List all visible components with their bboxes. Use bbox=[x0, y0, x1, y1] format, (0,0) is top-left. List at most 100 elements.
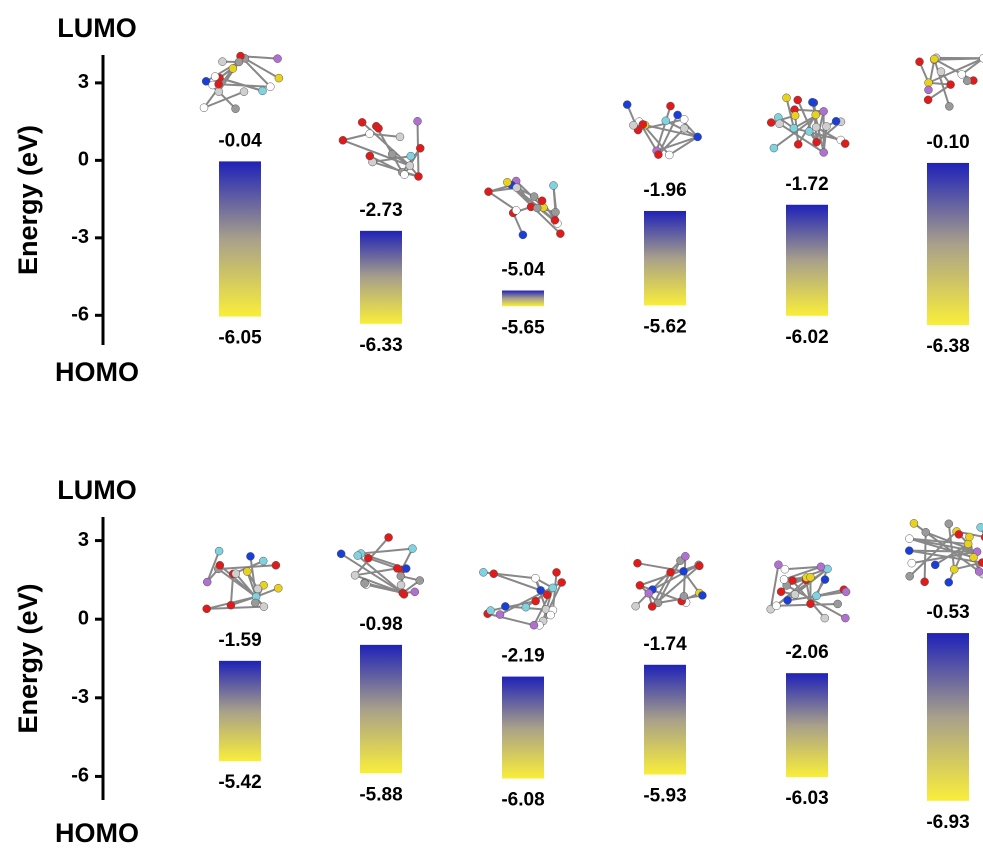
atom bbox=[922, 528, 930, 536]
homo-value-label: -6.08 bbox=[501, 790, 544, 811]
atom bbox=[407, 152, 415, 160]
atom bbox=[553, 568, 561, 576]
atom bbox=[479, 568, 487, 576]
bond bbox=[934, 58, 983, 59]
atom bbox=[215, 88, 223, 96]
atom bbox=[487, 607, 495, 615]
gap-bar bbox=[644, 665, 686, 775]
homo-label: HOMO bbox=[55, 357, 139, 387]
atom bbox=[549, 584, 557, 592]
molecule bbox=[484, 177, 564, 239]
y-tick-label: -3 bbox=[71, 686, 89, 708]
atom bbox=[503, 178, 511, 186]
atom bbox=[806, 573, 814, 581]
atom bbox=[648, 603, 656, 611]
gap-bar bbox=[219, 661, 261, 761]
atom bbox=[790, 124, 798, 132]
atom bbox=[259, 557, 267, 565]
bond bbox=[795, 110, 824, 112]
bond bbox=[219, 84, 271, 87]
molecule bbox=[623, 101, 701, 159]
lumo-label: LUMO bbox=[57, 475, 136, 505]
atom bbox=[629, 121, 637, 129]
gap-bar bbox=[360, 231, 402, 324]
gap-bar bbox=[644, 211, 686, 306]
atom bbox=[925, 79, 933, 87]
atom bbox=[937, 68, 945, 76]
atom bbox=[945, 520, 953, 528]
atom bbox=[813, 592, 821, 600]
y-axis-label: Energy (eV) bbox=[13, 583, 43, 733]
atom bbox=[351, 571, 359, 579]
atom bbox=[532, 597, 540, 605]
y-tick-label: 3 bbox=[78, 529, 89, 551]
atom bbox=[777, 588, 785, 596]
atom bbox=[551, 216, 559, 224]
y-tick-label: -3 bbox=[71, 226, 89, 248]
atom bbox=[408, 545, 416, 553]
atom bbox=[780, 575, 788, 583]
atom bbox=[820, 107, 828, 115]
atom bbox=[694, 133, 702, 141]
atom bbox=[813, 138, 821, 146]
atom bbox=[519, 231, 527, 239]
atom bbox=[632, 602, 640, 610]
atom bbox=[910, 519, 918, 527]
homo-value-label: -5.42 bbox=[218, 772, 261, 793]
atom bbox=[240, 88, 248, 96]
atom bbox=[970, 553, 978, 561]
atom bbox=[414, 117, 422, 125]
atom bbox=[254, 585, 262, 593]
atom bbox=[680, 115, 688, 123]
atom bbox=[772, 602, 780, 610]
atom bbox=[639, 120, 647, 128]
gap-bar bbox=[360, 645, 402, 773]
atom bbox=[665, 151, 673, 159]
atom bbox=[791, 590, 799, 598]
atom bbox=[794, 96, 802, 104]
atom bbox=[266, 83, 274, 91]
homo-value-label: -6.03 bbox=[785, 788, 828, 809]
atom bbox=[416, 144, 424, 152]
chart: 30-3-6LUMOHOMOEnergy (eV)-0.04-6.05-2.73… bbox=[0, 0, 983, 849]
atom bbox=[232, 105, 240, 113]
atom bbox=[698, 591, 706, 599]
gap-bar bbox=[219, 161, 261, 316]
atom bbox=[538, 197, 546, 205]
atom bbox=[947, 81, 955, 89]
atom bbox=[776, 120, 784, 128]
atom bbox=[781, 565, 789, 573]
atom bbox=[496, 611, 504, 619]
molecule bbox=[339, 117, 424, 180]
atom bbox=[667, 568, 675, 576]
atom bbox=[400, 590, 408, 598]
atom bbox=[406, 162, 414, 170]
atom bbox=[402, 565, 410, 573]
atom bbox=[361, 579, 369, 587]
y-axis-label: Energy (eV) bbox=[13, 125, 43, 275]
molecule bbox=[479, 568, 565, 629]
atom bbox=[388, 150, 396, 158]
lumo-label: LUMO bbox=[57, 13, 136, 43]
atom bbox=[393, 564, 401, 572]
y-tick-label: -6 bbox=[71, 765, 89, 787]
atom bbox=[681, 552, 689, 560]
gap-bar bbox=[502, 677, 544, 779]
atom bbox=[396, 133, 404, 141]
atom bbox=[950, 565, 958, 573]
y-tick-label: 0 bbox=[78, 149, 89, 171]
atom bbox=[633, 559, 641, 567]
atom bbox=[784, 596, 792, 604]
atom bbox=[533, 204, 541, 212]
atom bbox=[794, 140, 802, 148]
lumo-value-label: -2.06 bbox=[785, 642, 828, 663]
atom bbox=[375, 124, 383, 132]
atom bbox=[501, 602, 509, 610]
atom bbox=[965, 533, 973, 541]
atom bbox=[522, 603, 530, 611]
molecule bbox=[916, 54, 983, 111]
atom bbox=[547, 611, 555, 619]
atom bbox=[975, 567, 983, 575]
atom bbox=[808, 98, 816, 106]
atom bbox=[821, 576, 829, 584]
